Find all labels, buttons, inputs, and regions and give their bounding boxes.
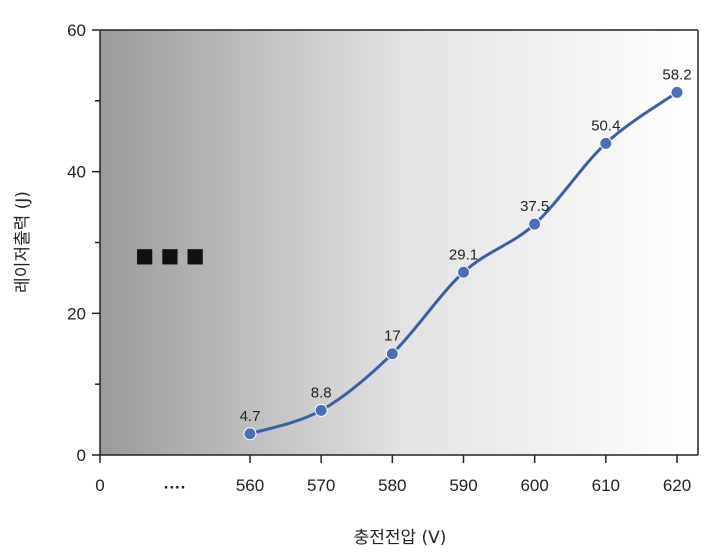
x-tick-label: 570 <box>307 476 335 495</box>
data-label: 8.8 <box>311 384 332 401</box>
x-axis-title: 충전전압 (V) <box>354 528 447 548</box>
data-points: 4.7 8.8 17 29.1 37.5 50.4 58.2 <box>240 66 692 441</box>
data-label: 58.2 <box>662 66 691 83</box>
data-point <box>599 136 613 150</box>
data-point <box>457 265 470 279</box>
data-label: 29.1 <box>449 246 478 263</box>
data-label: 17 <box>384 328 401 345</box>
y-axis-title: 레이저출력 (J) <box>13 191 33 293</box>
x-tick-label: 620 <box>663 476 691 495</box>
y-tick-label: 0 <box>77 446 86 465</box>
data-label: 4.7 <box>240 408 261 425</box>
x-tick-label: 590 <box>449 476 477 495</box>
data-point <box>314 403 328 417</box>
data-label: 37.5 <box>520 198 549 215</box>
x-tick-label: ···· <box>164 478 187 497</box>
data-label: 50.4 <box>591 117 620 134</box>
data-point <box>243 427 257 441</box>
y-tick-label: 20 <box>67 304 86 323</box>
x-tick-label: 580 <box>378 476 406 495</box>
x-axis-ticks: 0 ···· 560 570 580 590 600 610 620 <box>95 455 691 497</box>
data-point <box>670 85 684 99</box>
plot-area <box>100 30 698 455</box>
x-tick-label: 560 <box>236 476 264 495</box>
x-tick-label: 600 <box>520 476 548 495</box>
y-tick-label: 40 <box>67 163 86 182</box>
x-tick-label: 0 <box>95 476 104 495</box>
y-tick-label: 60 <box>67 21 86 40</box>
data-point <box>385 347 399 361</box>
x-tick-label: 610 <box>592 476 620 495</box>
data-point <box>528 217 542 231</box>
gap-marker: ■ ■ ■ <box>135 243 204 267</box>
y-axis-ticks: 0 20 40 60 <box>67 21 100 465</box>
